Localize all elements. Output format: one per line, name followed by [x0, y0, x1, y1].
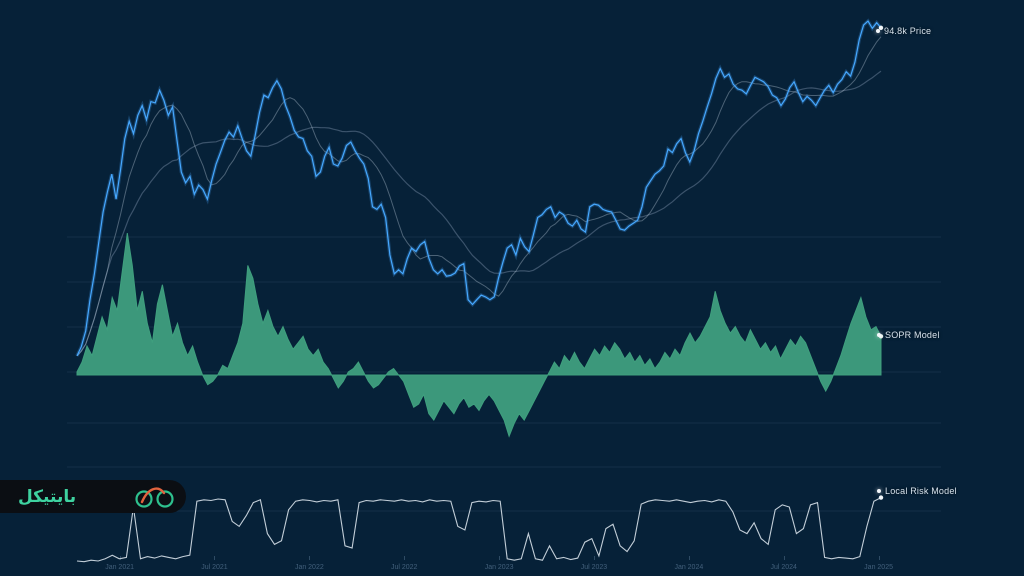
- risk-line-series: [76, 497, 882, 563]
- x-axis-label: Jul 2021: [201, 564, 228, 571]
- bicycle-logo-icon: [134, 483, 176, 511]
- sopr-label-text: SOPR Model: [885, 330, 940, 340]
- sopr-area-series: [76, 233, 882, 438]
- sopr-marker-dot: [877, 333, 881, 337]
- price-endpoint-dot: [878, 25, 884, 31]
- risk-endpoint-dot: [878, 495, 884, 500]
- price-label-text: 94.8k Price: [884, 26, 932, 36]
- x-axis-tick: [783, 556, 785, 560]
- x-axis-label: Jan 2025: [864, 564, 893, 571]
- risk-marker-dot: [877, 489, 881, 493]
- x-axis-label: Jan 2024: [674, 564, 704, 571]
- x-axis-tick: [214, 556, 216, 560]
- brand-name: بایتیکل: [18, 487, 77, 506]
- x-axis-label: Jul 2024: [770, 564, 797, 571]
- sopr-model-label: SOPR Model: [877, 330, 940, 340]
- x-axis-label: Jan 2023: [484, 564, 514, 571]
- x-axis-tick: [593, 556, 595, 560]
- price-value-label: 94.8k Price: [876, 26, 931, 36]
- brand-watermark: بایتیکل: [0, 480, 186, 513]
- x-axis-label: Jan 2021: [105, 564, 135, 571]
- price-ma-slow-line: [76, 70, 882, 357]
- x-axis-tick: [119, 556, 121, 560]
- local-risk-model-label: Local Risk Model: [877, 486, 957, 496]
- price-line-series: [76, 20, 882, 357]
- x-axis-tick: [499, 556, 501, 560]
- x-axis-label: Jul 2023: [580, 564, 608, 571]
- price-ma-fast-line: [76, 36, 882, 357]
- x-axis-label: Jul 2022: [390, 564, 418, 571]
- x-axis-tick: [688, 556, 690, 560]
- risk-label-text: Local Risk Model: [885, 486, 957, 496]
- x-axis-label: Jan 2022: [294, 564, 324, 571]
- x-axis-tick: [878, 556, 880, 560]
- x-axis-tick: [404, 556, 406, 560]
- x-axis-tick: [309, 556, 311, 560]
- price-marker-dot: [876, 29, 880, 33]
